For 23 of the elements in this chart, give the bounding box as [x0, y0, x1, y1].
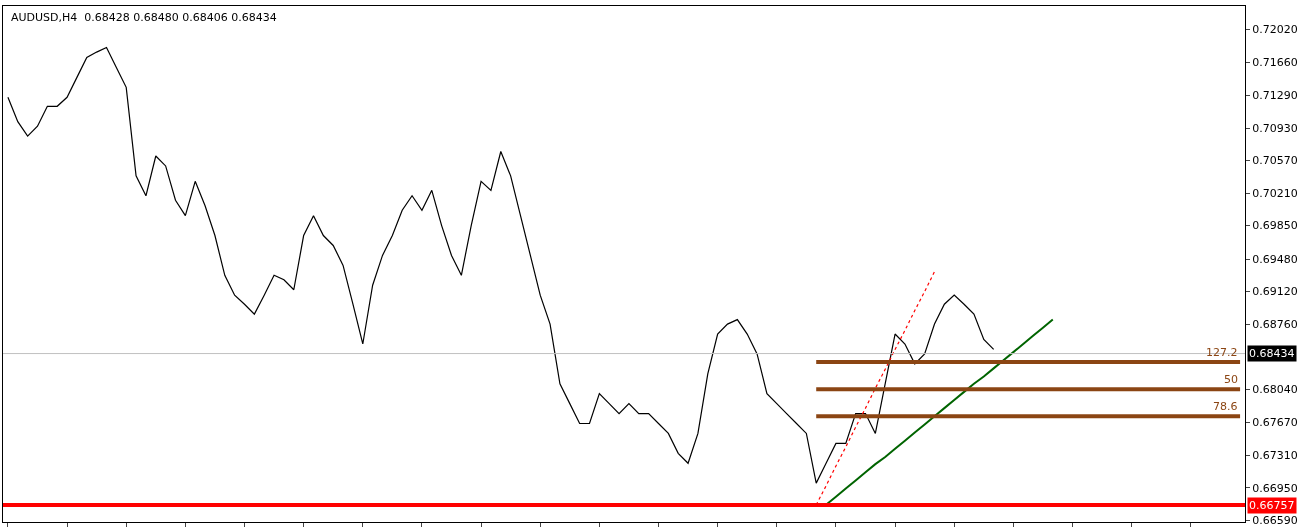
- series-label: 127.2: [1206, 346, 1238, 359]
- y-tick-label: 0.67310: [1252, 448, 1298, 462]
- y-tick-label: 0.70210: [1252, 186, 1298, 200]
- series-label: 78.6: [1213, 400, 1238, 413]
- y-tick-label: 0.66950: [1252, 481, 1298, 495]
- y-tick-label: 0.71660: [1252, 55, 1298, 69]
- y-tick-label: 0.70570: [1252, 154, 1298, 168]
- series-label: 50: [1224, 373, 1238, 386]
- y-tick-label: 0.68040: [1252, 383, 1298, 397]
- ref-line-label: 0.68434: [1249, 347, 1295, 360]
- y-tick-label: 0.71290: [1252, 89, 1298, 103]
- line-series: [7, 46, 995, 484]
- y-tick-label: 0.69120: [1252, 285, 1298, 299]
- y-tick-label: 0.69480: [1252, 252, 1298, 266]
- y-tick-label: 0.70930: [1252, 121, 1298, 135]
- y-tick-label: 0.67670: [1252, 416, 1298, 430]
- y-tick-label: 0.66590: [1252, 514, 1298, 528]
- line-series: [825, 318, 1054, 506]
- text: AUDUSD,H4 0.68428 0.68480 0.68406 0.68434: [11, 11, 277, 24]
- ref-line-label: 0.66757: [1249, 499, 1295, 512]
- y-tick-label: 0.68760: [1252, 317, 1298, 331]
- y-tick-label: 0.72020: [1252, 23, 1298, 37]
- y-tick-label: 0.69850: [1252, 219, 1298, 233]
